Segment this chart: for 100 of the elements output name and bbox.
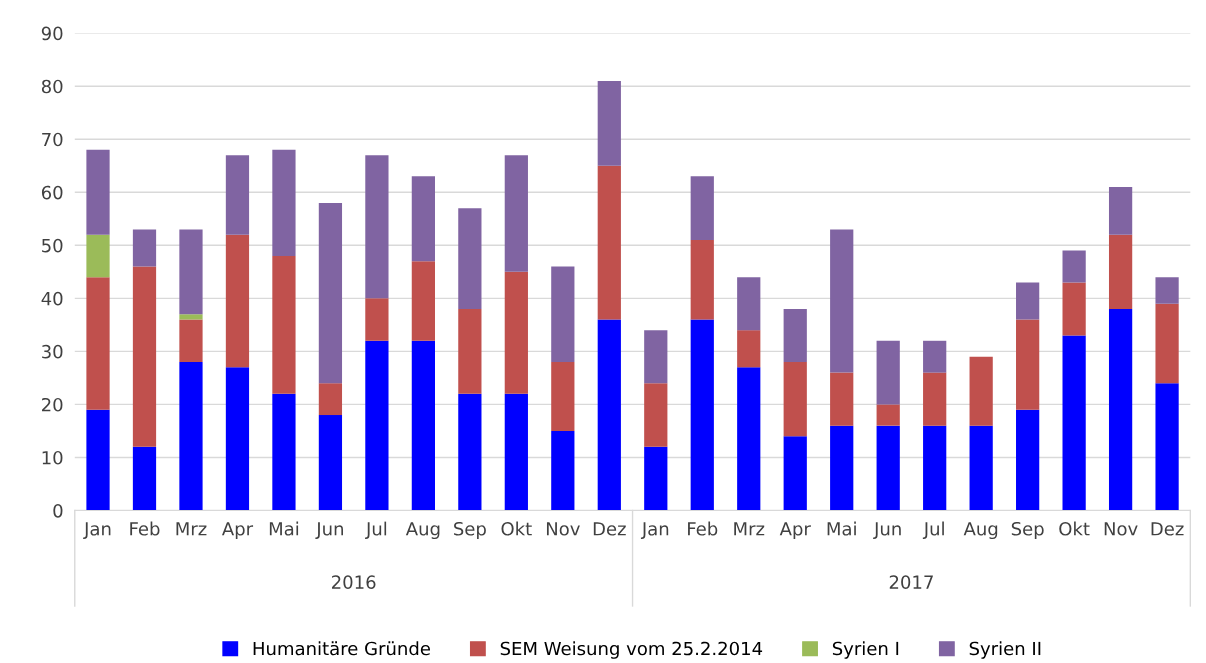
bar [1062,335,1086,511]
bar [830,425,854,511]
bar [1155,303,1179,384]
x-tick-label: Nov [1104,522,1138,536]
bar [504,155,528,272]
bar [272,393,296,511]
bar [690,176,714,241]
bar [644,383,668,447]
bar [690,240,714,320]
bar [1016,282,1040,320]
bar [690,319,714,511]
bar [86,277,110,410]
bar [783,308,807,362]
bar [1155,277,1179,304]
bar [365,298,389,341]
legend-label: SEM Weisung vom 25.2.2014 [500,641,763,659]
bar [179,229,203,315]
bar [318,415,343,511]
x-tick-label: Jan [640,522,669,539]
bar [504,271,528,394]
bar [458,393,482,511]
y-tick-label: 60 [41,185,63,200]
x-tick-label: Jun [315,522,343,539]
bar [1108,308,1133,511]
bar [86,234,110,278]
x-tick-label: Feb [688,521,718,536]
bar [923,425,947,511]
bar [1108,234,1133,309]
x-tick-label: Dez [1151,522,1184,536]
bar [923,340,947,373]
y-tick-label: 90 [41,26,63,41]
bar [876,404,900,426]
bar [783,362,807,437]
bar [132,446,157,511]
x-tick-label: Okt [1059,521,1090,536]
x-tick-label: Jul [365,521,387,539]
bar [318,383,343,416]
bar [551,430,575,511]
bar [411,176,435,262]
x-tick-label: Mrz [176,522,207,536]
bar [597,165,621,320]
bar [737,367,761,511]
x-tick-label: Apr [779,522,811,540]
bar [458,208,482,309]
bar [179,319,203,362]
bar [132,229,157,267]
bar [86,409,110,511]
x-tick-label: Aug [405,522,440,540]
bar [737,277,761,331]
bar [365,340,389,511]
bar [1016,319,1040,410]
bar [225,234,250,368]
bar [225,367,250,511]
text: 2017 [889,575,933,589]
bar [597,319,621,511]
x-tick-label: Sep [1011,521,1044,540]
bar [179,314,203,320]
x-tick-label: Mai [269,521,299,536]
bar [969,425,993,511]
bar [783,436,807,511]
y-tick-label: 20 [42,397,63,412]
x-tick-label: Aug [963,522,998,540]
x-tick-label: Feb [130,521,160,536]
y-tick-label: 40 [41,291,63,306]
bar [597,80,621,166]
bar [132,266,157,447]
bar [1155,383,1179,511]
legend-label: Syrien II [969,641,1041,659]
bar [876,340,900,405]
x-tick-label: Apr [221,522,254,540]
y-tick-label: 0 [53,503,63,518]
bar [551,266,575,362]
x-tick-label: Jun [873,522,901,539]
bar [1108,186,1133,235]
bar [644,330,668,384]
bar [830,372,854,426]
bar [225,155,250,235]
legend-label: Syrien I [832,641,899,659]
bar [737,330,761,368]
x-tick-label: Mrz [734,522,765,536]
y-tick-label: 50 [42,238,63,253]
x-tick-label: Nov [546,522,580,536]
bar [272,149,296,256]
x-tick-label: Jul [922,521,944,539]
bar [458,308,482,394]
x-tick-label: Mai [827,521,856,536]
bar [551,362,575,431]
x-tick-label: Sep [454,521,486,540]
text: 2016 [332,575,376,589]
bar [179,362,203,511]
y-tick-label: 30 [42,344,63,359]
bar [86,149,110,235]
x-tick-label: Jan [83,522,111,539]
y-tick-label: 80 [41,79,63,94]
x-tick-label: Dez [593,522,626,536]
bar [876,425,900,511]
bar [365,155,389,299]
bar [830,229,854,373]
bar [1062,282,1086,336]
x-tick-label: Okt [501,521,532,536]
